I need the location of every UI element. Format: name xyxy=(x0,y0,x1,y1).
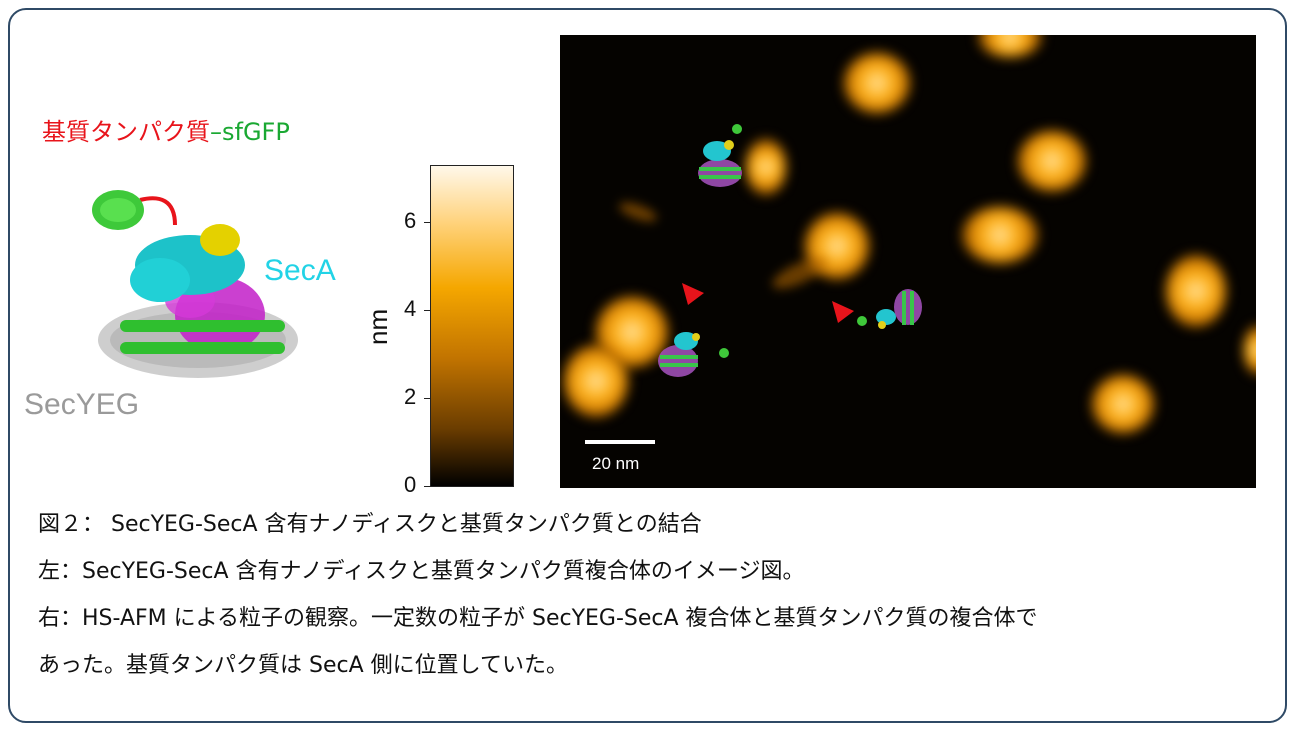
scale-bar xyxy=(585,440,655,444)
arrowhead-2 xyxy=(832,301,854,323)
caption-right-2: あった。基質タンパク質は SecA 側に位置していた。 xyxy=(38,653,568,678)
particle xyxy=(962,207,1038,263)
substrate-protein-label: 基質タンパク質 xyxy=(42,118,210,146)
seca-yellow-domain xyxy=(200,224,240,256)
particle xyxy=(1018,131,1086,191)
scale-bar-label: 20 nm xyxy=(592,454,640,473)
caption-right-1: 右：HS-AFM による粒子の観察。一定数の粒子が SecYEG-SecA 複合… xyxy=(38,606,1038,631)
particle xyxy=(564,345,628,417)
mini-complex-3 xyxy=(658,332,729,377)
substrate-linker xyxy=(139,196,177,226)
sfgfp-structure xyxy=(92,190,144,230)
seca-label: SecA xyxy=(264,254,336,287)
streak xyxy=(616,198,660,226)
particle xyxy=(746,139,786,195)
hs-afm-image: 20 nm xyxy=(560,35,1256,488)
nanodisc-helices xyxy=(120,320,285,354)
colorbar-unit: nm xyxy=(363,308,393,345)
sfgfp-label: –sfGFP xyxy=(210,118,290,146)
mini-complex-1 xyxy=(698,124,742,187)
figure-frame xyxy=(8,8,1287,723)
colorbar-tick-4 xyxy=(424,310,430,311)
particle xyxy=(844,53,910,113)
colorbar-label-6: 6 xyxy=(404,208,417,233)
caption-title: 図２： SecYEG-SecA 含有ナノディスクと基質タンパク質との結合 xyxy=(38,512,702,537)
complex-illustration xyxy=(92,190,298,378)
mini-complex-2 xyxy=(857,289,922,329)
height-colorbar xyxy=(430,165,514,487)
particle xyxy=(978,35,1042,57)
colorbar-tick-6 xyxy=(424,222,430,223)
arrowhead-1 xyxy=(682,283,704,305)
colorbar-tick-0 xyxy=(424,486,430,487)
secyeg-label: SecYEG xyxy=(24,388,140,421)
colorbar-label-2: 2 xyxy=(404,384,417,409)
substrate-label: 基質タンパク質–sfGFP xyxy=(42,112,290,147)
colorbar-label-0: 0 xyxy=(404,472,417,497)
colorbar-tick-2 xyxy=(424,398,430,399)
particle xyxy=(1244,325,1256,375)
particle xyxy=(1166,255,1226,327)
colorbar-label-4: 4 xyxy=(404,296,417,321)
particle xyxy=(1092,375,1154,433)
caption-left: 左：SecYEG-SecA 含有ナノディスクと基質タンパク質複合体のイメージ図。 xyxy=(38,559,805,584)
